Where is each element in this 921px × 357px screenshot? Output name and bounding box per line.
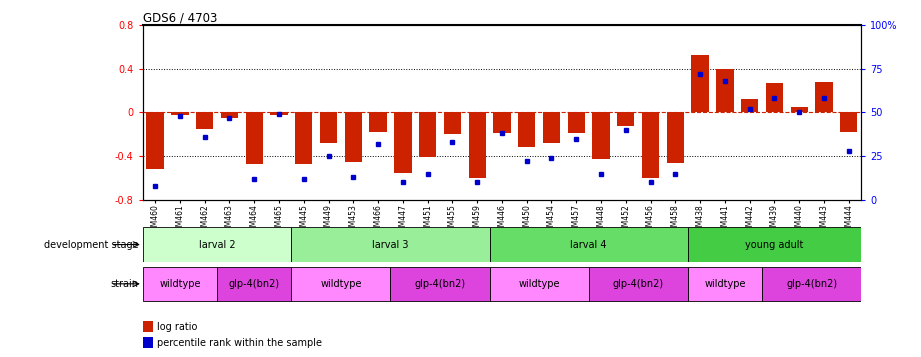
Bar xyxy=(688,267,762,301)
Bar xyxy=(790,107,808,112)
Text: wildtype: wildtype xyxy=(519,279,560,289)
Bar xyxy=(344,112,362,162)
Bar xyxy=(444,112,461,134)
Text: percentile rank within the sample: percentile rank within the sample xyxy=(157,338,322,348)
Bar xyxy=(667,112,684,163)
Bar xyxy=(592,112,610,160)
Bar xyxy=(815,82,833,112)
Bar xyxy=(391,267,490,301)
Bar xyxy=(542,112,560,143)
Bar xyxy=(494,112,510,133)
Bar xyxy=(143,337,153,348)
Bar xyxy=(840,112,857,132)
Text: wildtype: wildtype xyxy=(321,279,362,289)
Text: glp-4(bn2): glp-4(bn2) xyxy=(414,279,466,289)
Bar xyxy=(765,83,783,112)
Bar xyxy=(419,112,437,157)
Bar xyxy=(171,112,189,115)
Bar xyxy=(490,227,688,262)
Text: glp-4(bn2): glp-4(bn2) xyxy=(612,279,664,289)
Bar xyxy=(469,112,486,178)
Bar xyxy=(741,99,758,112)
Bar xyxy=(295,112,312,164)
Text: GDS6 / 4703: GDS6 / 4703 xyxy=(143,12,217,25)
Text: wildtype: wildtype xyxy=(159,279,201,289)
Bar xyxy=(196,112,214,129)
Bar xyxy=(617,112,635,126)
Bar xyxy=(271,112,287,115)
Bar xyxy=(490,267,589,301)
Bar xyxy=(762,267,861,301)
Bar xyxy=(394,112,412,172)
Text: development stage: development stage xyxy=(43,240,138,250)
Bar xyxy=(518,112,535,147)
Text: larval 2: larval 2 xyxy=(199,240,236,250)
Bar xyxy=(143,227,291,262)
Bar xyxy=(221,112,239,118)
Text: larval 3: larval 3 xyxy=(372,240,409,250)
Bar xyxy=(589,267,688,301)
Bar xyxy=(143,321,153,332)
Text: glp-4(bn2): glp-4(bn2) xyxy=(228,279,280,289)
Bar xyxy=(143,267,217,301)
Bar xyxy=(246,112,262,164)
Bar xyxy=(320,112,337,143)
Bar xyxy=(291,267,391,301)
Bar xyxy=(692,55,709,112)
Text: log ratio: log ratio xyxy=(157,322,198,332)
Text: strain: strain xyxy=(111,279,138,289)
Bar xyxy=(688,227,861,262)
Bar xyxy=(217,267,291,301)
Text: wildtype: wildtype xyxy=(705,279,746,289)
Text: glp-4(bn2): glp-4(bn2) xyxy=(786,279,837,289)
Bar xyxy=(717,69,733,112)
Bar xyxy=(369,112,387,132)
Bar xyxy=(291,227,490,262)
Text: larval 4: larval 4 xyxy=(570,240,607,250)
Bar xyxy=(567,112,585,133)
Bar xyxy=(146,112,164,169)
Text: young adult: young adult xyxy=(745,240,804,250)
Bar xyxy=(642,112,659,178)
